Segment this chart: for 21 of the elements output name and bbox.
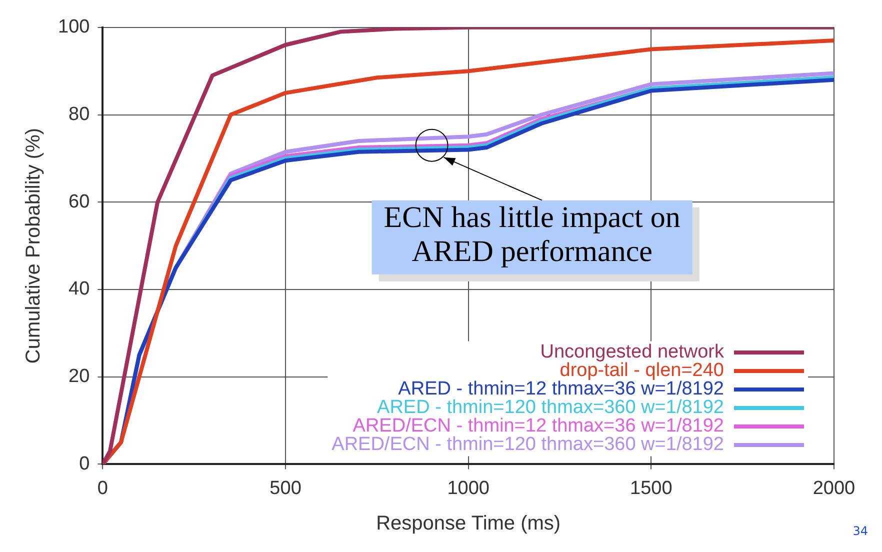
y-tick-label: 40 — [68, 278, 90, 300]
legend-label: Uncongested network — [540, 342, 724, 363]
y-tick-label: 80 — [68, 104, 90, 125]
x-tick-label: 500 — [270, 478, 302, 499]
x-tick-label: 2000 — [812, 478, 856, 499]
x-axis-title: Response Time (ms) — [376, 512, 561, 535]
y-tick-label: 20 — [68, 366, 90, 388]
x-tick-label: 1000 — [447, 478, 490, 499]
legend-label: ARED/ECN - thmin=12 thmax=36 w=1/8192 — [352, 416, 724, 437]
y-axis-title: Cumulative Probability (%) — [22, 128, 45, 364]
legend-label: ARED - thmin=120 thmax=360 w=1/8192 — [377, 397, 724, 418]
y-tick-label: 100 — [58, 16, 90, 38]
x-tick-label: 1500 — [630, 478, 672, 499]
y-tick-label: 60 — [68, 191, 90, 212]
legend-label: drop-tail - qlen=240 — [560, 360, 724, 382]
text: 34 — [852, 524, 868, 538]
annotation: ECN has little impact on ARED performance — [384, 201, 680, 268]
x-tick-label: 0 — [97, 478, 108, 499]
legend-label: ARED/ECN - thmin=120 thmax=360 w=1/8192 — [332, 434, 724, 456]
legend-label: ARED - thmin=12 thmax=36 w=1/8192 — [398, 378, 724, 400]
y-tick-label: 0 — [79, 453, 90, 474]
